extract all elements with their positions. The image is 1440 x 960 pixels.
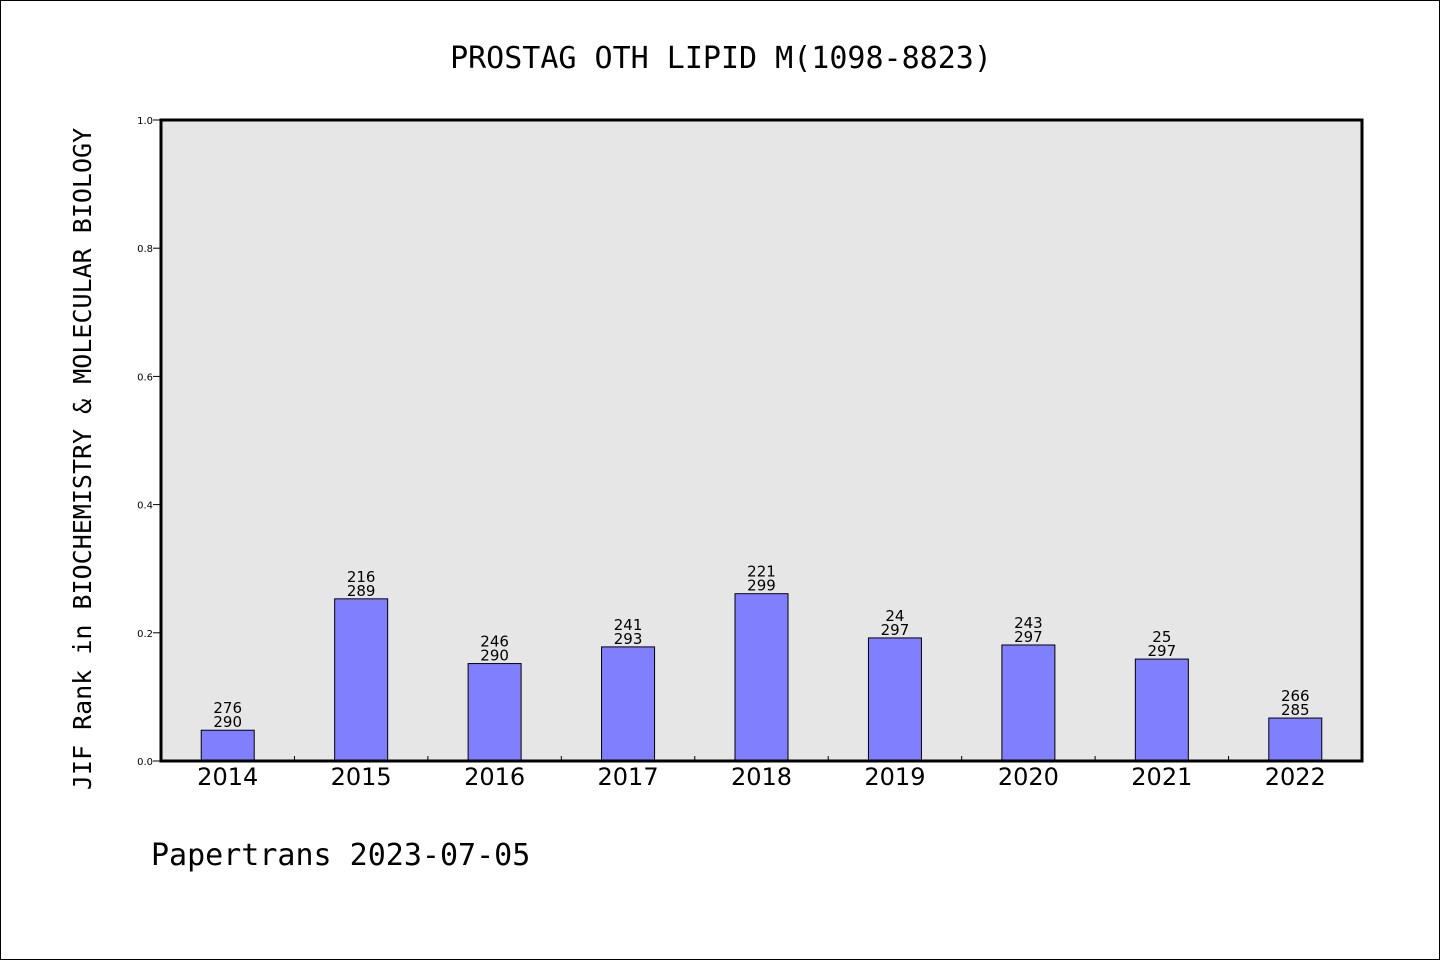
bar-total-label: 289 [347, 582, 376, 600]
bar-rank-label: 246 [480, 633, 509, 651]
y-axis-label: JIF Rank in BIOCHEMISTRY & MOLECULAR BIO… [68, 128, 97, 790]
y-tick-label: 0.4 [137, 501, 153, 512]
bar-rank-label: 24 [885, 607, 904, 625]
y-tick-label: 0.0 [137, 757, 153, 768]
plot-frame [159, 118, 1364, 763]
x-tick-label: 2019 [864, 763, 925, 791]
bar-2020 [1001, 644, 1056, 762]
x-tick-label: 2014 [197, 763, 258, 791]
bar-2016 [467, 663, 522, 762]
y-axis-ticks: 0.0 0.2 0.4 0.6 0.8 1.0 [137, 116, 161, 768]
bar-rank-label: 216 [347, 568, 376, 586]
bars [200, 593, 1323, 762]
x-axis-ticks: 2014 2015 2016 2017 2018 2019 2020 2021 2022 [197, 756, 1326, 791]
bar-rank-label: 25 [1152, 628, 1171, 646]
bar-2015 [334, 598, 389, 762]
bar-rank-label: 243 [1014, 614, 1043, 632]
bar-total-label: 297 [881, 621, 910, 639]
x-tick-label: 2021 [1131, 763, 1192, 791]
bar-total-label: 299 [747, 577, 776, 595]
x-tick-label: 2017 [598, 763, 659, 791]
bar-total-label: 285 [1281, 701, 1310, 719]
x-tick-label: 2015 [331, 763, 392, 791]
bar-total-label: 293 [614, 630, 643, 648]
bar-2014 [200, 729, 255, 762]
bar-rank-label: 266 [1281, 687, 1310, 705]
bar-rank-label: 241 [614, 616, 643, 634]
bar-2021 [1134, 658, 1189, 762]
bar-total-label: 290 [480, 647, 509, 665]
x-tick-label: 2016 [464, 763, 525, 791]
bar-2019 [867, 637, 922, 762]
bar-2018 [734, 593, 789, 762]
bar-2022 [1268, 717, 1323, 762]
x-tick-label: 2022 [1265, 763, 1326, 791]
x-tick-label: 2018 [731, 763, 792, 791]
y-tick-label: 1.0 [137, 116, 153, 127]
bar-2017 [601, 646, 656, 762]
footer-credit: Papertrans 2023-07-05 [151, 838, 530, 873]
bar-total-label: 297 [1148, 642, 1177, 660]
chart-title: PROSTAG OTH LIPID M(1098-8823) [450, 41, 992, 76]
y-tick-label: 0.8 [137, 244, 153, 255]
y-tick-label: 0.2 [137, 629, 153, 640]
bar-rank-label: 276 [213, 699, 242, 717]
bar-total-label: 297 [1014, 628, 1043, 646]
y-tick-label: 0.6 [137, 372, 153, 383]
x-tick-label: 2020 [998, 763, 1059, 791]
bar-total-label: 290 [213, 713, 242, 731]
bar-rank-label: 221 [747, 563, 776, 581]
